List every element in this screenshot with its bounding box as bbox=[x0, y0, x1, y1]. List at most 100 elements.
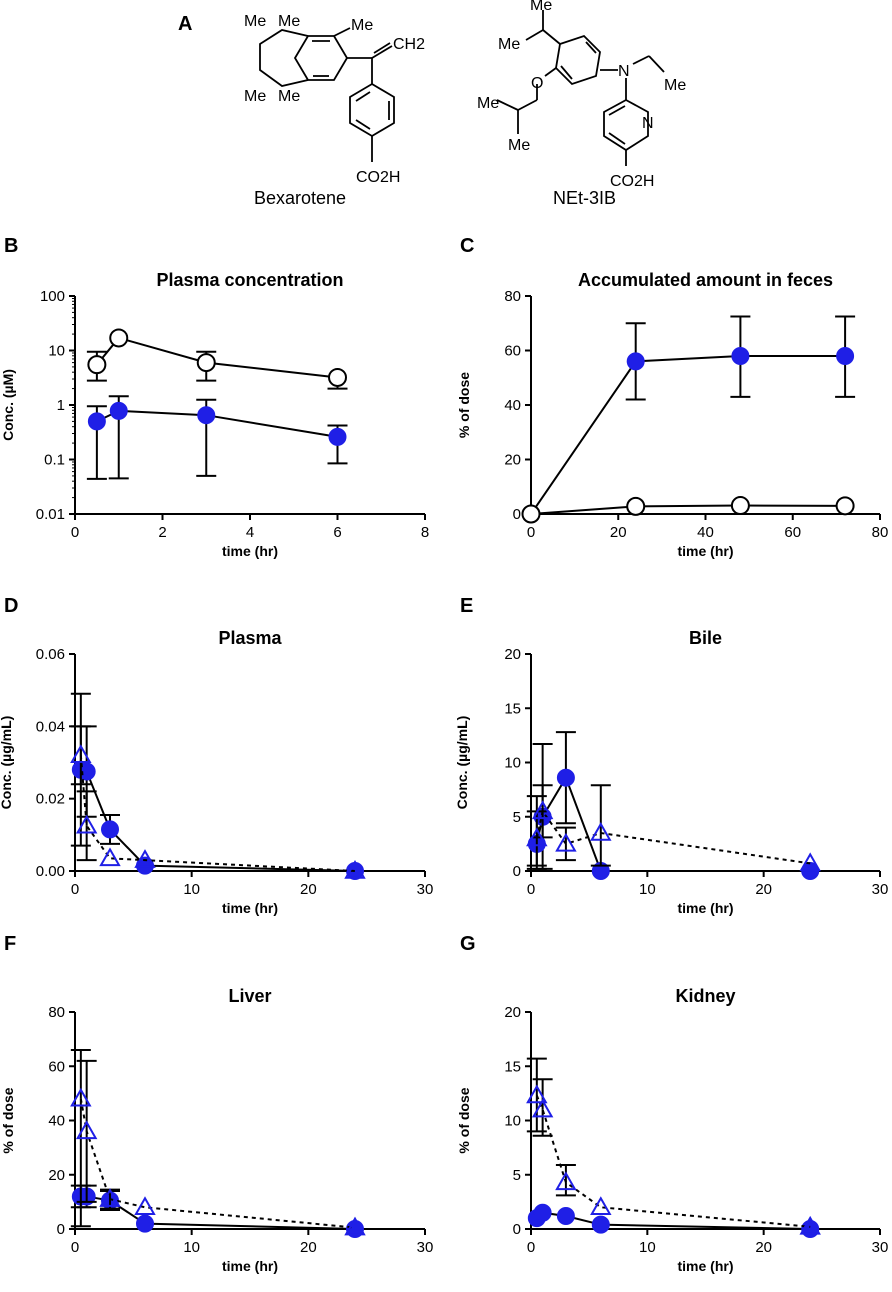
panel-label-g: G bbox=[460, 933, 476, 955]
data-point-filled-circle bbox=[109, 401, 128, 420]
x-axis-label: time (hr) bbox=[678, 900, 734, 916]
net3ib-nitrogen-amine: N bbox=[618, 63, 630, 80]
data-point-filled-circle bbox=[626, 352, 645, 371]
net3ib-name: NEt-3IB bbox=[553, 188, 616, 208]
x-tick-label: 6 bbox=[333, 524, 341, 541]
x-tick-label: 20 bbox=[300, 1239, 317, 1256]
y-axis-label: % of dose bbox=[456, 372, 472, 438]
panel-d: D Plasma 0 10 20 30 0.00 0.02 0.04 0.06 time (hr)… bbox=[0, 595, 433, 916]
data-point-open-triangle bbox=[531, 1098, 554, 1118]
data-point-filled-circle bbox=[197, 406, 216, 425]
y-tick-label: 1 bbox=[57, 397, 65, 414]
series-line bbox=[96, 336, 338, 379]
data-point-open-circle bbox=[730, 496, 750, 516]
data-point-open-triangle bbox=[134, 1196, 156, 1216]
y-tick-label: 0.02 bbox=[36, 791, 65, 808]
x-tick-label: 0 bbox=[71, 1239, 79, 1256]
bexarotene-benzene-ring bbox=[349, 82, 395, 138]
data-point-open-circle bbox=[626, 496, 646, 516]
x-tick-label: 0 bbox=[527, 524, 535, 541]
data-point-filled-circle bbox=[77, 762, 96, 781]
x-tick-label: 0 bbox=[71, 524, 79, 541]
panel-label-e: E bbox=[460, 595, 473, 617]
series-line bbox=[530, 354, 846, 515]
y-tick-label: 0.06 bbox=[36, 646, 65, 663]
y-tick-label: 15 bbox=[504, 1058, 521, 1075]
y-tick-label: 20 bbox=[504, 646, 521, 663]
bexarotene-co2h: CO2H bbox=[356, 169, 400, 186]
y-tick-label: 60 bbox=[48, 1058, 65, 1075]
data-point-open-triangle bbox=[799, 852, 821, 872]
y-tick-label: 0.01 bbox=[36, 506, 65, 523]
series-circle-filled bbox=[86, 395, 348, 480]
panel-b: B Plasma concentration 0 2 4 6 8 0.01 0.1 1 10 100… bbox=[0, 235, 429, 559]
data-point-filled-circle bbox=[533, 1203, 552, 1222]
y-tick-label: 40 bbox=[48, 1113, 65, 1130]
data-point-open-triangle bbox=[75, 814, 98, 834]
panel-c: C Accumulated amount in feces 0 20 40 60 80 0 2… bbox=[456, 235, 888, 559]
y-axis-label: % of dose bbox=[456, 1087, 472, 1153]
panel-a: A Me Me Me Me Me bbox=[178, 0, 686, 208]
data-point-open-triangle bbox=[531, 800, 554, 820]
data-point-open-triangle bbox=[75, 1120, 98, 1140]
x-tick-label: 30 bbox=[417, 881, 434, 898]
series-line bbox=[80, 1195, 356, 1230]
x-tick-label: 10 bbox=[183, 881, 200, 898]
bexarotene-me-2: Me bbox=[278, 13, 300, 30]
y-tick-label: 10 bbox=[48, 343, 65, 360]
y-axis-label: Conc. (µg/mL) bbox=[0, 716, 14, 810]
data-point-open-triangle bbox=[590, 822, 612, 841]
y-tick-label: 0 bbox=[57, 1221, 65, 1238]
x-tick-label: 2 bbox=[158, 524, 166, 541]
data-point-open-triangle bbox=[70, 1087, 92, 1107]
chart-title: Bile bbox=[689, 628, 722, 648]
data-point-filled-circle bbox=[591, 1215, 610, 1234]
y-tick-label: 10 bbox=[504, 755, 521, 772]
x-axis-label: time (hr) bbox=[678, 543, 734, 559]
data-point-open-triangle bbox=[134, 849, 156, 868]
net3ib-me-5: Me bbox=[508, 137, 530, 154]
panel-e: E Bile 0 10 20 30 0 5 10 15 20 time (hr) Conc. (µg/… bbox=[454, 595, 888, 916]
y-tick-label: 0 bbox=[513, 506, 521, 523]
series-line bbox=[536, 1211, 811, 1230]
y-tick-label: 100 bbox=[40, 288, 65, 305]
data-point-open-circle bbox=[196, 353, 216, 373]
panel-label-d: D bbox=[4, 595, 18, 617]
bexarotene-structure bbox=[259, 27, 395, 162]
chart-title: Liver bbox=[228, 986, 271, 1006]
y-tick-label: 5 bbox=[513, 809, 521, 826]
data-point-filled-circle bbox=[731, 346, 750, 365]
bexarotene-name: Bexarotene bbox=[254, 188, 346, 208]
x-tick-label: 40 bbox=[697, 524, 714, 541]
data-point-filled-circle bbox=[556, 1206, 575, 1225]
data-point-open-triangle bbox=[344, 1216, 366, 1236]
y-tick-label: 20 bbox=[48, 1167, 65, 1184]
x-tick-label: 0 bbox=[527, 881, 535, 898]
data-point-open-triangle bbox=[590, 1196, 612, 1216]
x-tick-label: 20 bbox=[610, 524, 627, 541]
data-point-open-triangle bbox=[344, 859, 366, 879]
panel-label-c: C bbox=[460, 235, 474, 257]
data-point-open-circle bbox=[328, 367, 347, 387]
y-tick-label: 15 bbox=[504, 700, 521, 717]
series-line bbox=[80, 768, 356, 872]
series-circle-filled bbox=[527, 1203, 820, 1238]
net3ib-me-4: Me bbox=[477, 95, 499, 112]
y-tick-label: 5 bbox=[513, 1167, 521, 1184]
net3ib-me-1: Me bbox=[530, 0, 552, 14]
x-tick-label: 30 bbox=[417, 1239, 434, 1256]
bexarotene-aromatic-ring bbox=[293, 35, 349, 81]
chart-title: Kidney bbox=[675, 986, 735, 1006]
series-circle-open bbox=[521, 496, 855, 524]
y-tick-label: 0.1 bbox=[44, 452, 65, 469]
x-tick-label: 20 bbox=[300, 881, 317, 898]
panel-f: F Liver 0 10 20 30 0 20 40 60 80 time (hr) % of dos… bbox=[0, 933, 433, 1274]
bexarotene-me-4: Me bbox=[278, 88, 300, 105]
x-axis-label: time (hr) bbox=[222, 1258, 278, 1274]
bexarotene-labels: Me Me Me Me Me CH2 CO2H Bexarotene bbox=[244, 13, 425, 208]
x-tick-label: 0 bbox=[71, 881, 79, 898]
x-axis-label: time (hr) bbox=[222, 900, 278, 916]
y-axis-label: % of dose bbox=[0, 1087, 16, 1153]
series-line bbox=[535, 808, 811, 865]
